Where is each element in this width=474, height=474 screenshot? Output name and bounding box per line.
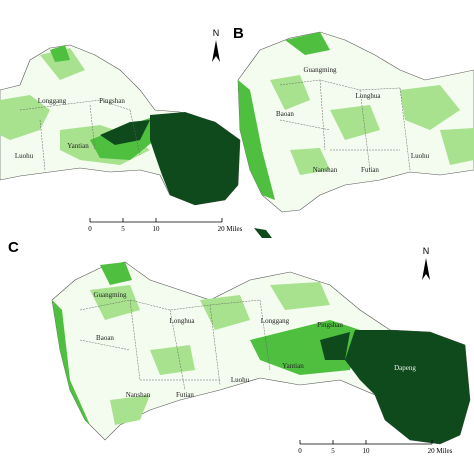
scale-tick: 20 Miles [218, 225, 243, 233]
scale-tick: 5 [331, 447, 335, 455]
green-area [238, 32, 330, 200]
district-label: Dapeng [394, 364, 416, 372]
district-label: Luohu [231, 376, 250, 384]
district-label: Futian [176, 391, 194, 399]
district-label: Longhua [170, 317, 196, 325]
district-label: Futian [361, 166, 379, 174]
island [254, 228, 272, 238]
green-area [52, 262, 360, 425]
dense-area [100, 112, 240, 205]
district-label: Longgang [38, 97, 67, 105]
district-label: Longgang [261, 317, 290, 325]
panel-label: B [233, 25, 244, 42]
panel-label: C [8, 239, 19, 256]
scale-tick: 0 [88, 225, 92, 233]
district-label: Guangming [303, 66, 337, 74]
scale-tick: 5 [121, 225, 125, 233]
district-boundary [79, 299, 271, 391]
light-green-area [90, 282, 330, 425]
panel-c: C Guangming Longhua Baoan Longgang Pings… [8, 239, 471, 455]
district-label: Nanshan [313, 166, 338, 174]
district-boundary [279, 79, 411, 171]
district-boundary [19, 99, 141, 171]
district-label: Pingshan [317, 321, 343, 329]
district-label: Baoan [96, 334, 114, 342]
panel-b: B Guangming Longhua Baoan Nanshan Futian… [233, 25, 474, 213]
scale-tick: 0 [298, 447, 302, 455]
north-arrow [422, 258, 430, 280]
scale-tick: 10 [363, 447, 371, 455]
district-label: Luohu [411, 152, 430, 160]
north-arrow [212, 40, 220, 62]
district-label: Luohu [15, 152, 34, 160]
north-label: N [213, 28, 220, 38]
district-label: Longhua [356, 92, 382, 100]
north-label: N [423, 246, 430, 256]
district-label: Guangming [93, 291, 127, 299]
scale-bar: 0 5 10 20 Miles [298, 440, 453, 455]
panel-a: Longgang Pingshan Yantian Luohu N 0 5 10… [0, 28, 272, 238]
district-label: Pingshan [99, 97, 125, 105]
scale-bar: 0 5 10 20 Miles [88, 218, 243, 233]
scale-tick: 20 Miles [428, 447, 453, 455]
scale-tick: 10 [153, 225, 161, 233]
dense-area [320, 330, 470, 444]
district-label: Yantian [67, 142, 89, 150]
district-label: Yantian [282, 362, 304, 370]
district-label: Baoan [276, 110, 294, 118]
district-label: Nanshan [126, 391, 151, 399]
light-green-area [270, 75, 474, 175]
